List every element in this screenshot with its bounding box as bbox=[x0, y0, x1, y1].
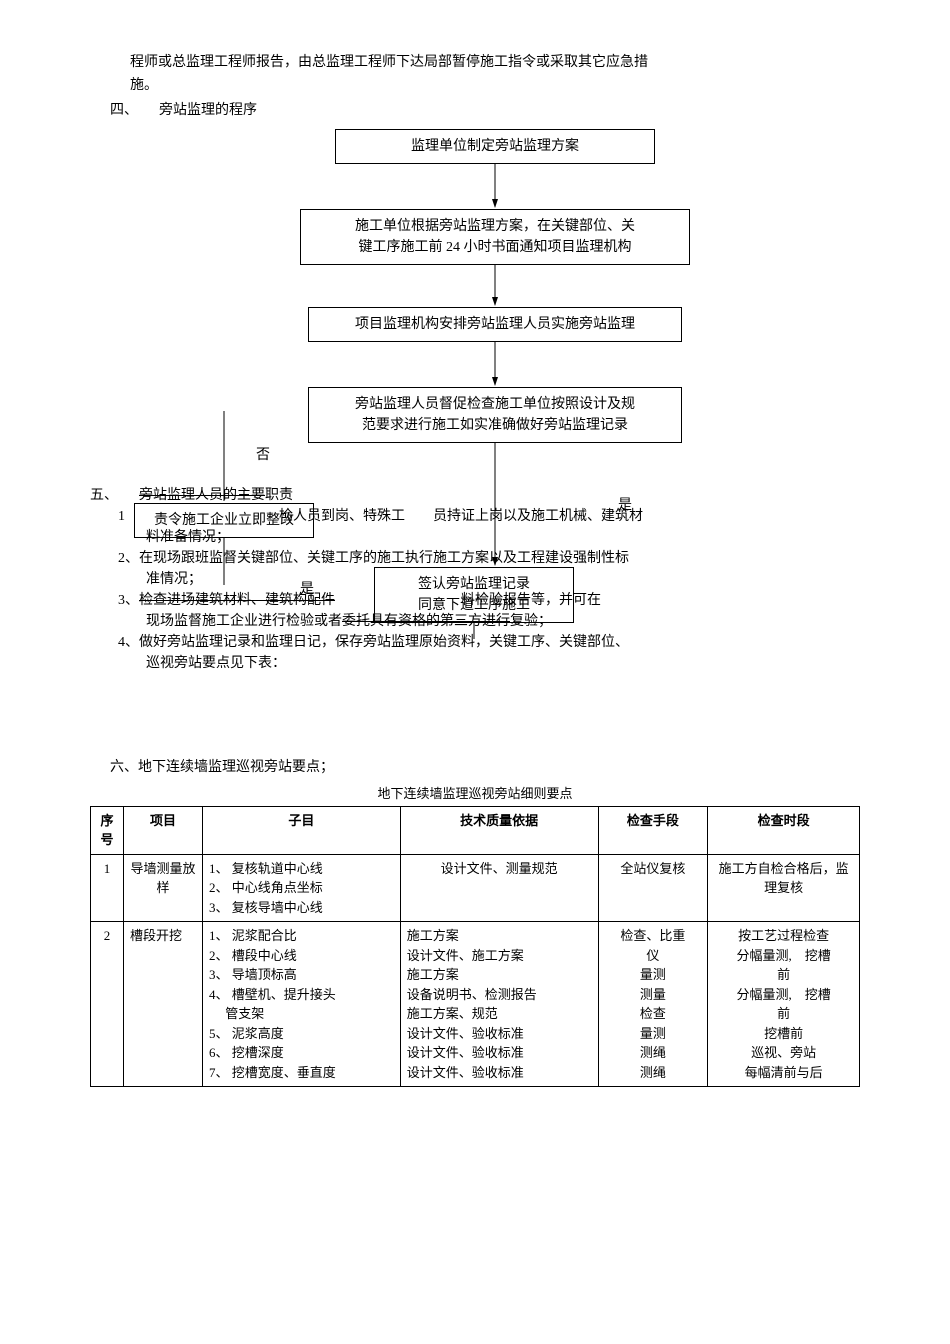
section4-heading: 四、 旁站监理的程序 bbox=[90, 100, 860, 121]
section5-heading-row: 五、 旁站监理人员的主要职责 bbox=[90, 485, 860, 506]
section5-item4-cont: 巡视旁站要点见下表： bbox=[90, 653, 860, 674]
s5-i1-p2: 检人员到岗、特殊工 bbox=[279, 509, 405, 524]
s5-i4-txt: 做好旁站监理记录和监理日记，保存旁站监理原始资料，关键工序、关键部位、 bbox=[139, 635, 629, 650]
cell-r1-basis: 设计文件、测量规范 bbox=[400, 854, 598, 922]
flowchart: 监理单位制定旁站监理方案 施工单位根据旁站监理方案，在关键部位、关 键工序施工前… bbox=[90, 129, 860, 749]
cell-r1-method: 全站仪复核 bbox=[598, 854, 708, 922]
flow-node-4-l1: 旁站监理人员督促检查施工单位按照设计及规 bbox=[355, 397, 635, 412]
flow-node-2-l2: 键工序施工前 24 小时书面通知项目监理机构 bbox=[359, 240, 632, 255]
table-row: 2 槽段开挖 1、 泥浆配合比 2、 槽段中心线 3、 导墙顶标高 4、 槽壁机… bbox=[91, 922, 860, 1087]
cell-r1-time: 施工方自检合格后，监理复核 bbox=[708, 854, 860, 922]
s5-i1-p3: 员持证上岗以及施工机械、建筑材 bbox=[433, 509, 643, 524]
s5-i3-num: 3 bbox=[118, 593, 125, 608]
flow-label-no: 否 bbox=[256, 445, 270, 466]
th-no: 序号 bbox=[91, 806, 124, 854]
intro-line-2: 施。 bbox=[90, 75, 860, 96]
r2-s3: 3、 导墙顶标高 bbox=[209, 965, 394, 985]
cell-r1-project: 导墙测量放样 bbox=[123, 854, 202, 922]
r2-s6: 6、 挖槽深度 bbox=[209, 1043, 394, 1063]
section5-item2-cont: 准情况； bbox=[90, 569, 860, 590]
r2-m4: 测量 bbox=[605, 985, 702, 1005]
r2-b1: 施工方案 bbox=[407, 926, 592, 946]
r2-t7: 每幅清前与后 bbox=[714, 1063, 853, 1083]
intro-line-1: 程师或总监理工程师报告，由总监理工程师下达局部暂停施工指令或采取其它应急措 bbox=[90, 52, 860, 73]
flow-node-1: 监理单位制定旁站监理方案 bbox=[335, 129, 655, 164]
r2-m5: 检查 bbox=[605, 1004, 702, 1024]
section5-item3: 3、检查进场建筑材料、建筑构配件 料检验报告等，并可在 bbox=[90, 590, 860, 611]
cell-r2-project: 槽段开挖 bbox=[123, 922, 202, 1087]
table-header-row: 序号 项目 子目 技术质量依据 检查手段 检查时段 bbox=[91, 806, 860, 854]
cell-r2-time: 按工艺过程检查 分幅量测, 挖槽 前 分幅量测, 挖槽 前 挖槽前 巡视、旁站 … bbox=[708, 922, 860, 1087]
r2-s1: 1、 泥浆配合比 bbox=[209, 926, 394, 946]
th-time: 检查时段 bbox=[708, 806, 860, 854]
r2-s2: 2、 槽段中心线 bbox=[209, 946, 394, 966]
r2-b8: 设计文件、验收标准 bbox=[407, 1063, 592, 1083]
cell-r2-sub: 1、 泥浆配合比 2、 槽段中心线 3、 导墙顶标高 4、 槽壁机、提升接头 管… bbox=[203, 922, 401, 1087]
r2-m7: 测绳 bbox=[605, 1043, 702, 1063]
table-caption: 地下连续墙监理巡视旁站细则要点 bbox=[90, 784, 860, 804]
s5-i2-txt: 在现场跟班监督关键部位、关键工序的施工执行施工方案以及工程建设强制性标 bbox=[139, 551, 629, 566]
supervision-table: 序号 项目 子目 技术质量依据 检查手段 检查时段 1 导墙测量放样 1、 复核… bbox=[90, 806, 860, 1088]
th-method: 检查手段 bbox=[598, 806, 708, 854]
section5-item4: 4、做好旁站监理记录和监理日记，保存旁站监理原始资料，关键工序、关键部位、 bbox=[90, 632, 860, 653]
r2-b7: 设计文件、验收标准 bbox=[407, 1043, 592, 1063]
cell-r2-no: 2 bbox=[91, 922, 124, 1087]
r2-b2: 设计文件、施工方案 bbox=[407, 946, 592, 966]
s5-i4-num: 4 bbox=[118, 635, 125, 650]
r2-b4: 设备说明书、检测报告 bbox=[407, 985, 592, 1005]
section5-rest: 职责 bbox=[265, 488, 293, 503]
cell-r2-basis: 施工方案 设计文件、施工方案 施工方案 设备说明书、检测报告 施工方案、规范 设… bbox=[400, 922, 598, 1087]
r1-s3: 3、 复核导墙中心线 bbox=[209, 898, 394, 918]
section5-item1-cont: 料准备情况； bbox=[90, 527, 860, 548]
cell-r2-method: 检查、比重 仪 量测 测量 检查 量测 测绳 测绳 bbox=[598, 922, 708, 1087]
flow-node-3: 项目监理机构安排旁站监理人员实施旁站监理 bbox=[308, 307, 682, 342]
cell-r1-sub: 1、 复核轨道中心线 2、 中心线角点坐标 3、 复核导墙中心线 bbox=[203, 854, 401, 922]
table-row: 1 导墙测量放样 1、 复核轨道中心线 2、 中心线角点坐标 3、 复核导墙中心… bbox=[91, 854, 860, 922]
r2-t2b: 前 bbox=[714, 965, 853, 985]
flow-node-2: 施工单位根据旁站监理方案，在关键部位、关 键工序施工前 24 小时书面通知项目监… bbox=[300, 209, 690, 265]
th-project: 项目 bbox=[123, 806, 202, 854]
r1-s2: 2、 中心线角点坐标 bbox=[209, 878, 394, 898]
r2-t6: 巡视、旁站 bbox=[714, 1043, 853, 1063]
r2-m1b: 仪 bbox=[605, 946, 702, 966]
r2-t2: 分幅量测, 挖槽 bbox=[714, 946, 853, 966]
r1-s1: 1、 复核轨道中心线 bbox=[209, 859, 394, 879]
r2-b6: 设计文件、验收标准 bbox=[407, 1024, 592, 1044]
th-basis: 技术质量依据 bbox=[400, 806, 598, 854]
r2-t3: 分幅量测, 挖槽 bbox=[714, 985, 853, 1005]
r2-b3: 施工方案 bbox=[407, 965, 592, 985]
r2-m8: 测绳 bbox=[605, 1063, 702, 1083]
r2-s7: 7、 挖槽宽度、垂直度 bbox=[209, 1063, 394, 1083]
s5-i1-num: 1 bbox=[118, 509, 125, 524]
r2-b5: 施工方案、规范 bbox=[407, 1004, 592, 1024]
s5-i3-tail: 料检验报告等，并可在 bbox=[461, 593, 601, 608]
section5-item3-cont: 现场监督施工企业进行检验或者委托具有资格的第三方进行复验； bbox=[90, 611, 860, 632]
s5-i3-txt: 检查进场建筑材料、建筑构配件 bbox=[139, 593, 335, 608]
th-subitem: 子目 bbox=[203, 806, 401, 854]
section5-item1: 1 检人员到岗、特殊工 员持证上岗以及施工机械、建筑材 bbox=[90, 506, 860, 527]
flow-node-2-l1: 施工单位根据旁站监理方案，在关键部位、关 bbox=[355, 219, 635, 234]
r2-t5: 挖槽前 bbox=[714, 1024, 853, 1044]
r2-t1: 按工艺过程检查 bbox=[714, 926, 853, 946]
section5-struck: 旁站监理人员的主要 bbox=[139, 488, 265, 503]
r2-s5: 5、 泥浆高度 bbox=[209, 1024, 394, 1044]
r2-m3: 量测 bbox=[605, 965, 702, 985]
s5-i2-num: 2 bbox=[118, 551, 125, 566]
section6-heading: 六、地下连续墙监理巡视旁站要点； bbox=[90, 757, 860, 778]
r2-s4b: 管支架 bbox=[209, 1004, 394, 1024]
flow-node-4-l2: 范要求进行施工如实准确做好旁站监理记录 bbox=[362, 418, 628, 433]
flow-node-4: 旁站监理人员督促检查施工单位按照设计及规 范要求进行施工如实准确做好旁站监理记录 bbox=[308, 387, 682, 443]
cell-r1-no: 1 bbox=[91, 854, 124, 922]
r2-s4: 4、 槽壁机、提升接头 bbox=[209, 985, 394, 1005]
section5-item2: 2、在现场跟班监督关键部位、关键工序的施工执行施工方案以及工程建设强制性标 bbox=[90, 548, 860, 569]
r2-m6: 量测 bbox=[605, 1024, 702, 1044]
r2-m1: 检查、比重 bbox=[605, 926, 702, 946]
r2-t3b: 前 bbox=[714, 1004, 853, 1024]
section5-prefix: 五 bbox=[90, 488, 104, 503]
